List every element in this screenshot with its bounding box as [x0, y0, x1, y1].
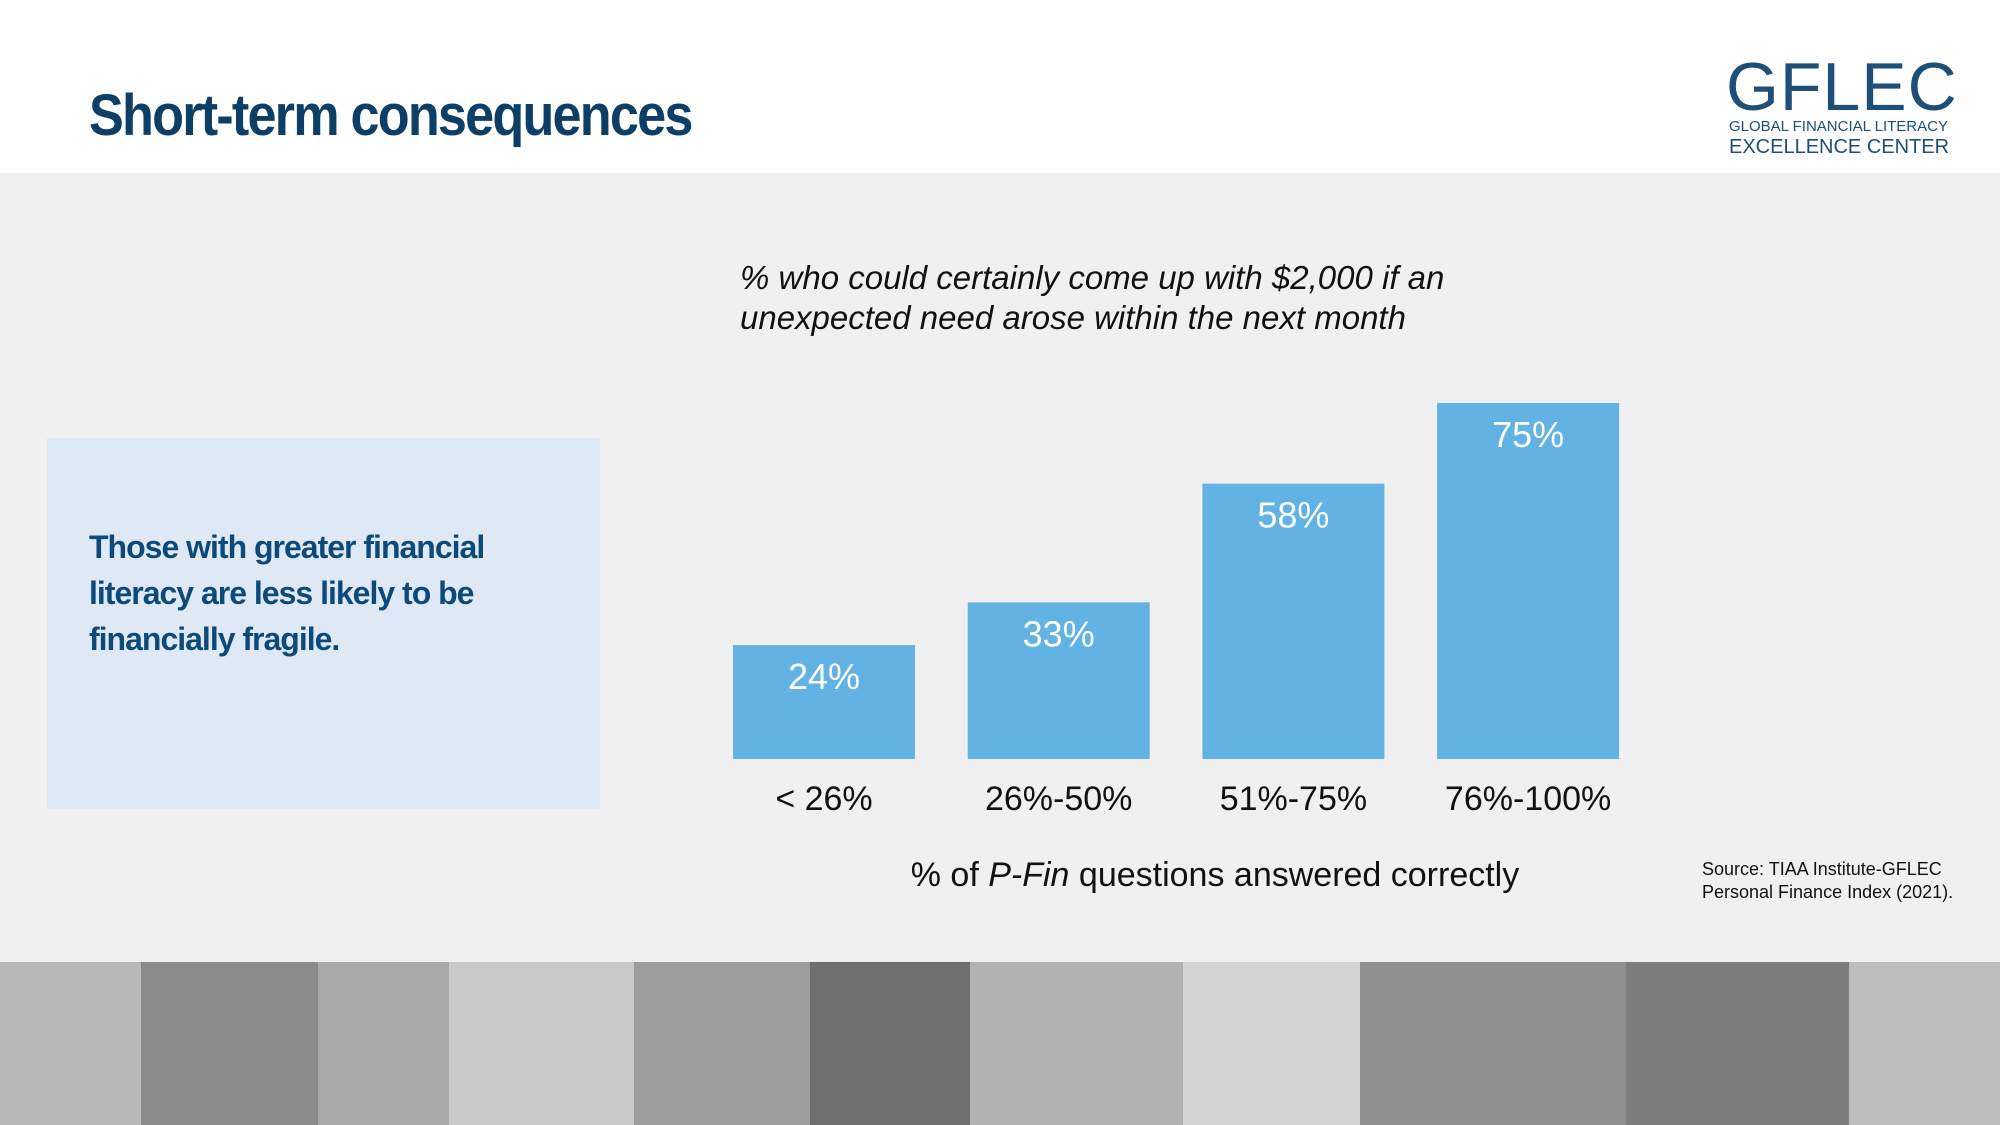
x-tick-label: < 26%	[775, 780, 872, 818]
value-label: 75%	[1492, 414, 1564, 455]
x-label-part: questions answered correctly	[1069, 856, 1520, 894]
callout-text: Those with greater financial literacy ar…	[89, 529, 485, 657]
bar	[1202, 483, 1385, 759]
chart-title: % who could certainly come up with $2,00…	[740, 259, 1445, 336]
x-tick-label: 51%-75%	[1220, 780, 1367, 818]
callout-box	[47, 438, 600, 809]
value-label: 58%	[1257, 495, 1329, 536]
photo-strip	[0, 962, 2000, 1125]
bar	[733, 645, 915, 759]
value-label: 24%	[788, 656, 860, 697]
slide-title: Short-term consequences	[89, 83, 693, 148]
source-note: Source: TIAA Institute-GFLEC Personal Fi…	[1702, 859, 1954, 902]
logo-line: GLOBAL FINANCIAL LITERACY	[1729, 118, 1948, 135]
logo-line: EXCELLENCE CENTER	[1729, 136, 1950, 158]
x-axis-label: % of P-Fin questions answered correctly	[800, 856, 1630, 895]
logo-name: GFLEC	[1726, 49, 1958, 125]
x-label-part: P-Fin	[988, 856, 1070, 894]
x-tick-label: 76%-100%	[1445, 780, 1611, 818]
bar	[967, 602, 1150, 759]
x-label-part: % of	[910, 856, 989, 894]
bar	[1437, 403, 1620, 759]
value-label: 33%	[1023, 613, 1095, 654]
header-band	[0, 0, 2000, 173]
x-tick-label: 26%-50%	[985, 780, 1132, 818]
